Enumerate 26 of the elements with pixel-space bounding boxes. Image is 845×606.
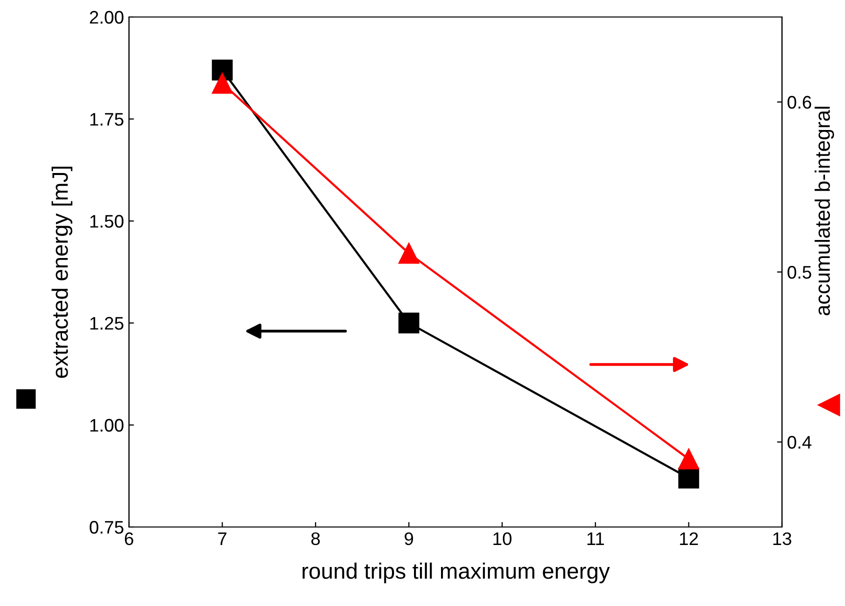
y2-tick-label: 0.5 (788, 266, 812, 279)
point (212, 72, 233, 94)
x-axis-title: round trips till maximum energy (302, 562, 610, 584)
y-axis-title: extracted energy [mJ] (52, 166, 72, 378)
point (398, 242, 420, 264)
point (678, 468, 700, 488)
x-tick-label: 8 (311, 532, 320, 546)
y2-tick-label: 0.4 (788, 436, 812, 449)
point (212, 60, 233, 80)
y-tick-label: 1.50 (90, 214, 124, 228)
x-tick-label: 12 (680, 532, 698, 545)
x-tick-label: 9 (404, 532, 414, 546)
y2-tick-label: 0.6 (788, 96, 812, 109)
y-tick-label: 2.00 (90, 10, 124, 24)
x-tick-label: 13 (773, 532, 792, 546)
x-tick-label: 11 (587, 532, 604, 545)
x-tick-label: 7 (218, 532, 226, 545)
y-tick-label: 1.00 (90, 418, 124, 432)
y-tick-label: 0.75 (90, 520, 124, 534)
point (678, 448, 700, 470)
y-tick-label: 1.75 (90, 113, 124, 126)
x-tick-label: 10 (493, 532, 512, 546)
y2-axis-title: accumulated b-integral (814, 106, 834, 316)
x-tick-label: 6 (124, 532, 134, 546)
y-tick-label: 1.25 (90, 316, 124, 330)
point (398, 312, 420, 334)
